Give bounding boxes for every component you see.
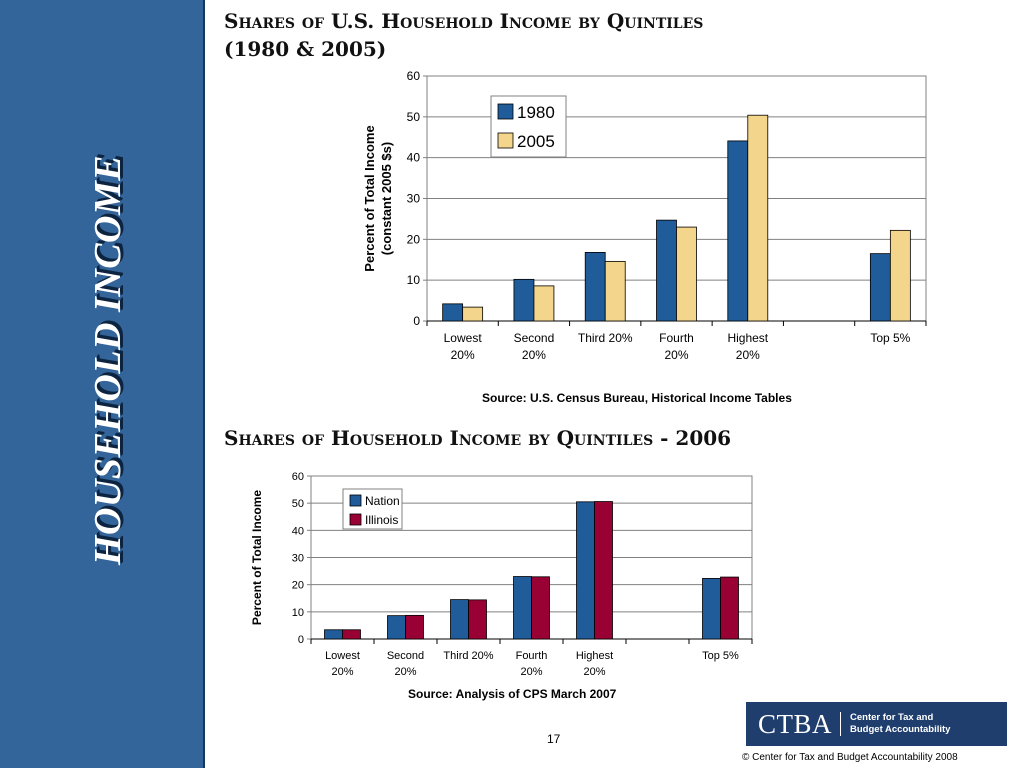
y-tick-label: 40: [292, 525, 304, 537]
ctba-logo: CTBA Center for Tax and Budget Accountab…: [746, 700, 1007, 746]
bar-illinois-2: [468, 599, 487, 640]
y-tick-label: 40: [407, 151, 421, 165]
legend-swatch: [497, 132, 514, 149]
copyright: © Center for Tax and Budget Accountabili…: [742, 752, 958, 763]
bar-nation-1: [387, 615, 406, 640]
chart1-subtitle: (1980 & 2005): [224, 37, 387, 61]
x-tick-label: Highest: [727, 331, 768, 345]
bar-illinois-3: [531, 576, 550, 640]
bar-1980-6: [869, 253, 891, 322]
y-tick-label: 60: [292, 471, 304, 483]
x-tick-label: Third 20%: [443, 650, 493, 662]
x-tick-label: Lowest: [325, 650, 360, 662]
x-tick-label: 20%: [520, 666, 542, 678]
page-number: 17: [547, 732, 561, 746]
logo-line1: Center for Tax and: [850, 712, 934, 723]
chart1-title: Shares of U.S. Household Income by Quint…: [224, 9, 704, 33]
bar-2005-0: [462, 306, 484, 322]
y-axis-label: Percent of Total Income: [250, 490, 264, 625]
bar-illinois-6: [720, 576, 739, 640]
legend-swatch: [497, 103, 514, 120]
y-tick-label: 20: [407, 232, 421, 246]
x-tick-label: Fourth: [659, 331, 694, 345]
y-tick-label: 0: [298, 634, 304, 646]
x-tick-label: 20%: [736, 348, 760, 362]
bar-1980-0: [442, 303, 464, 322]
legend-swatch: [349, 494, 362, 507]
chart1-source: Source: U.S. Census Bureau, Historical I…: [482, 391, 792, 405]
bar-illinois-0: [342, 629, 361, 640]
x-tick-label: 20%: [451, 348, 475, 362]
logo-line2: Budget Accountability: [850, 724, 951, 735]
x-tick-label: Third 20%: [578, 331, 633, 345]
bar-1980-3: [656, 219, 677, 322]
bar-1980-4: [727, 140, 749, 322]
x-tick-label: 20%: [331, 666, 353, 678]
legend-label: 2005: [517, 132, 555, 151]
legend: 1980 2005: [490, 95, 567, 158]
sidebar: HOUSEHOLD INCOME: [0, 0, 205, 768]
bar-illinois-4: [594, 501, 613, 640]
y-tick-label: 60: [407, 69, 421, 83]
x-tick-label: 20%: [583, 666, 605, 678]
chart2: 0 10 20 30 40 50 60 Lowest 20% Second 20% Third 20%…: [250, 471, 753, 678]
x-tick-label: 20%: [664, 348, 688, 362]
bar-nation-0: [324, 629, 343, 640]
x-tick-label: Second: [514, 331, 555, 345]
bar-2005-1: [533, 285, 555, 322]
y-tick-label: 30: [292, 553, 304, 565]
bar-nation-3: [513, 576, 532, 640]
bar-2005-3: [676, 226, 697, 322]
x-tick-label: Second: [387, 650, 424, 662]
y-tick-label: 50: [407, 110, 421, 124]
bar-2005-4: [747, 114, 769, 322]
legend-label: Illinois: [365, 513, 398, 527]
chart2-title: Shares of Household Income by Quintiles …: [224, 426, 732, 450]
bar-nation-2: [450, 599, 469, 640]
y-tick-label: 50: [292, 498, 304, 510]
y-tick-label: 20: [292, 580, 304, 592]
logo-letters: CTBA: [746, 711, 842, 738]
x-tick-label: Top 5%: [702, 650, 739, 662]
sidebar-title: HOUSEHOLD INCOME: [87, 154, 129, 566]
x-tick-label: Lowest: [444, 331, 483, 345]
y-axis-label: (constant 2005 $s): [379, 142, 394, 255]
bar-2005-2: [604, 260, 626, 322]
y-tick-label: 30: [407, 192, 421, 206]
bar-nation-4: [576, 501, 595, 640]
x-tick-label: Fourth: [516, 650, 548, 662]
x-tick-label: 20%: [394, 666, 416, 678]
bar-1980-2: [584, 251, 606, 322]
legend-label: Nation: [365, 494, 400, 508]
legend: Nation Illinois: [342, 488, 403, 530]
y-tick-label: 10: [292, 607, 304, 619]
y-tick-label: 10: [407, 273, 421, 287]
y-axis-label: Percent of Total Income: [362, 125, 377, 271]
chart2-source: Source: Analysis of CPS March 2007: [408, 687, 617, 701]
x-tick-label: Highest: [576, 650, 613, 662]
x-tick-label: Top 5%: [870, 331, 910, 345]
bar-nation-6: [702, 578, 721, 640]
bar-illinois-1: [405, 614, 424, 640]
legend-swatch: [349, 513, 362, 526]
y-tick-label: 0: [413, 314, 420, 328]
legend-label: 1980: [517, 103, 555, 122]
bar-1980-1: [513, 278, 535, 322]
bar-2005-6: [889, 229, 911, 322]
chart1: 0 10 20 30 40 50 60 Lowest 20% Second 20% Third 20%…: [362, 69, 927, 362]
logo-subtitle: Center for Tax and Budget Accountability: [841, 712, 950, 736]
x-tick-label: 20%: [522, 348, 546, 362]
